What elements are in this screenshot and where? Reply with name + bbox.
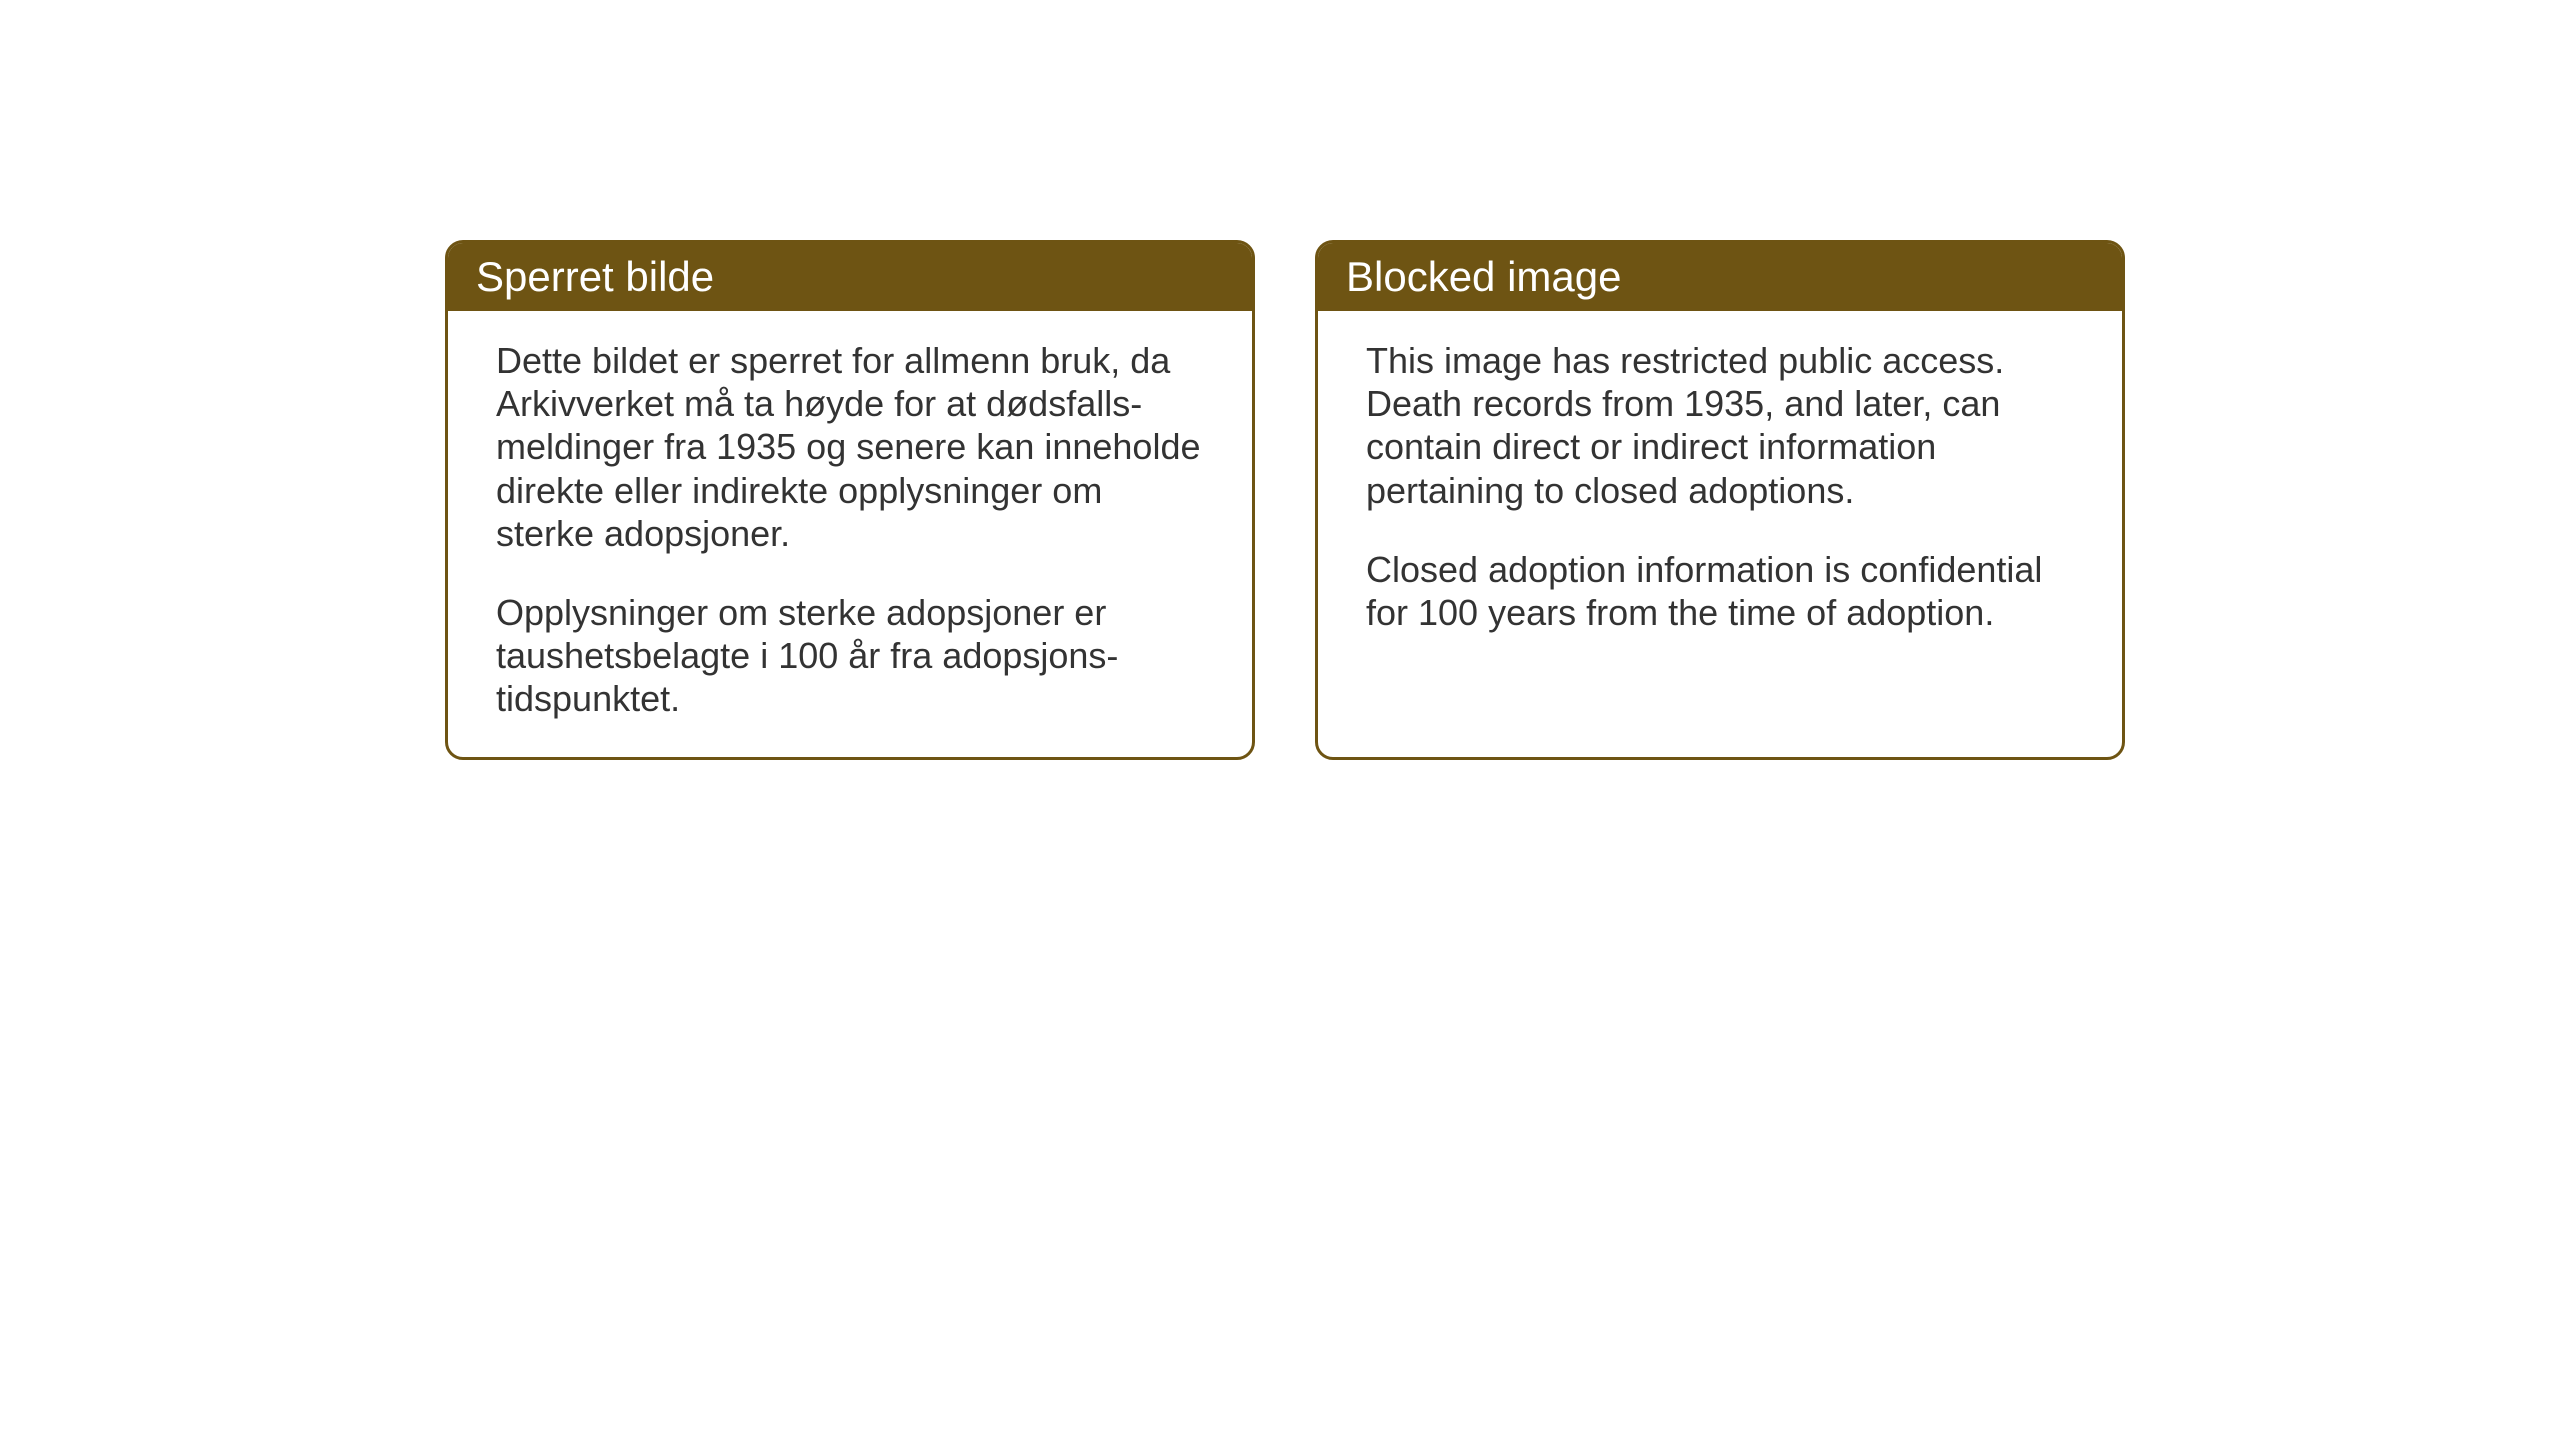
card-title-norwegian: Sperret bilde xyxy=(476,253,714,300)
card-title-english: Blocked image xyxy=(1346,253,1621,300)
card-body-english: This image has restricted public access.… xyxy=(1318,311,2122,731)
notice-card-english: Blocked image This image has restricted … xyxy=(1315,240,2125,760)
card-paragraph-2-english: Closed adoption information is confident… xyxy=(1366,548,2074,634)
card-body-norwegian: Dette bildet er sperret for allmenn bruk… xyxy=(448,311,1252,757)
notice-container: Sperret bilde Dette bildet er sperret fo… xyxy=(445,240,2125,760)
card-paragraph-1-english: This image has restricted public access.… xyxy=(1366,339,2074,512)
card-header-norwegian: Sperret bilde xyxy=(448,243,1252,311)
card-header-english: Blocked image xyxy=(1318,243,2122,311)
notice-card-norwegian: Sperret bilde Dette bildet er sperret fo… xyxy=(445,240,1255,760)
card-paragraph-2-norwegian: Opplysninger om sterke adopsjoner er tau… xyxy=(496,591,1204,721)
card-paragraph-1-norwegian: Dette bildet er sperret for allmenn bruk… xyxy=(496,339,1204,555)
